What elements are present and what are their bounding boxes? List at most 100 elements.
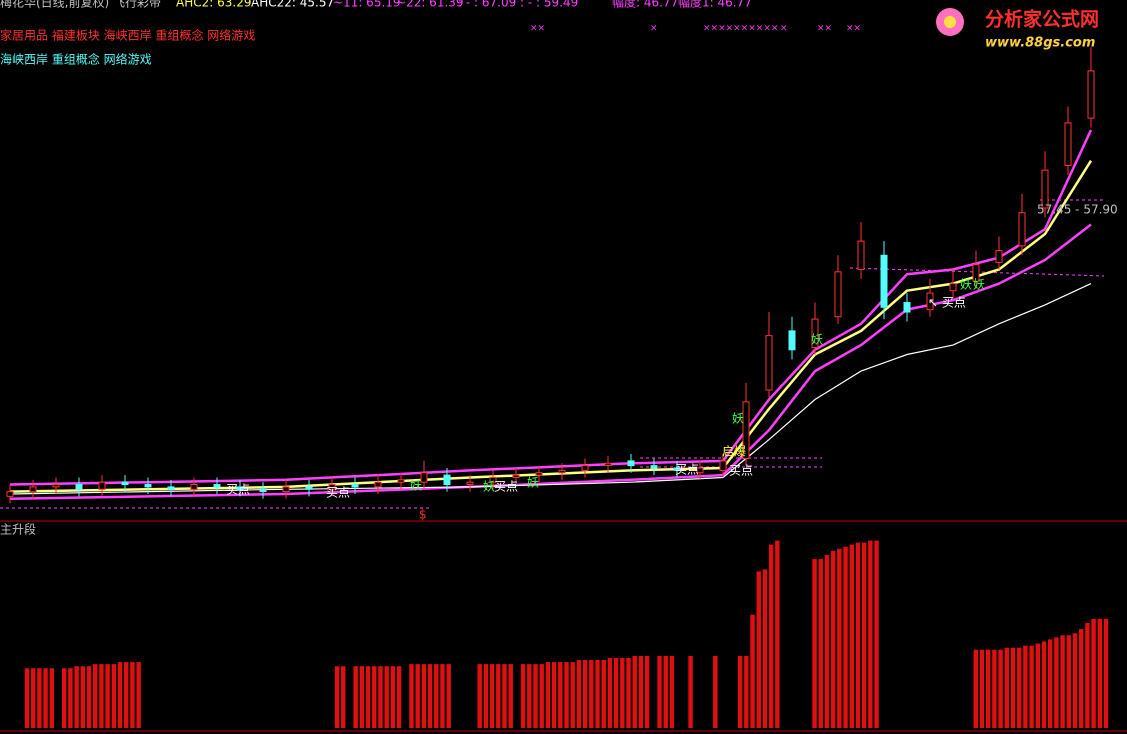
bar	[824, 554, 830, 728]
bar	[111, 664, 117, 728]
bar	[421, 664, 427, 728]
bar	[626, 657, 631, 728]
bar	[979, 649, 985, 728]
candle-body	[742, 401, 750, 460]
bar	[24, 668, 30, 728]
indicator: : - : 67.09	[458, 0, 516, 10]
signal: ××	[817, 24, 832, 34]
bar	[136, 662, 141, 728]
bar	[576, 660, 582, 728]
bar	[874, 540, 879, 728]
bar	[570, 662, 575, 728]
range: 幅度: 46.77	[612, 0, 678, 10]
candle-body	[650, 465, 658, 469]
bar	[359, 666, 365, 728]
candle-body	[696, 467, 704, 474]
concept-list: 海峡西岸 重组概念 网络游戏	[0, 52, 152, 67]
indicator: ~11: 65.19	[333, 0, 401, 10]
candle-body	[1018, 212, 1026, 247]
bar	[62, 668, 67, 728]
bar	[775, 540, 780, 728]
candle-body	[29, 486, 37, 493]
candle-body	[673, 467, 681, 471]
candle-body	[6, 491, 14, 497]
bar	[589, 660, 594, 728]
bar	[1103, 618, 1109, 728]
bar	[130, 662, 135, 728]
bar	[502, 664, 507, 728]
candle-body	[995, 250, 1003, 263]
candle-body	[972, 264, 980, 282]
candle-body	[719, 460, 727, 471]
candle-body	[213, 484, 221, 488]
bar	[1047, 639, 1053, 728]
candle-body	[443, 474, 451, 486]
bar	[527, 664, 532, 728]
signal: ××	[530, 24, 545, 34]
jump-label: 妖	[732, 412, 744, 426]
launch-label: 启爆	[722, 445, 746, 459]
bar	[613, 657, 619, 728]
bar	[564, 662, 569, 728]
candle-body	[52, 484, 60, 488]
candle-body	[121, 481, 129, 486]
bar-panel	[24, 540, 1109, 728]
bar	[768, 544, 774, 728]
bar	[409, 664, 414, 728]
candle-body	[282, 486, 290, 493]
price-panel	[6, 47, 1095, 504]
bar	[868, 540, 873, 728]
logo	[936, 8, 964, 36]
candle-body	[1087, 70, 1095, 119]
bar	[669, 655, 675, 728]
candle-body	[535, 472, 543, 476]
bar	[663, 655, 668, 728]
bar	[353, 666, 358, 728]
bar	[762, 569, 768, 728]
jump-label: 妖	[483, 480, 495, 494]
buy-label: ↖ 买点	[928, 296, 966, 310]
bar	[43, 668, 48, 728]
bar	[545, 662, 551, 728]
candle-body	[98, 481, 106, 490]
bar	[86, 666, 92, 728]
bar	[520, 664, 526, 728]
candle-body	[397, 479, 405, 483]
candle-body	[351, 484, 359, 488]
bar	[390, 666, 396, 728]
candle-body	[627, 460, 635, 467]
bar	[1029, 645, 1034, 728]
candle-body	[305, 486, 313, 490]
bar	[688, 655, 693, 728]
bar	[434, 664, 439, 728]
bar	[849, 544, 854, 728]
bar	[558, 662, 563, 728]
bar	[632, 655, 637, 728]
candle-body	[903, 302, 911, 313]
bar	[334, 666, 340, 728]
signal: ××	[846, 24, 861, 34]
buy-label: 买点	[226, 483, 250, 497]
bar	[1054, 637, 1059, 728]
bar	[440, 664, 445, 728]
bar	[477, 664, 482, 728]
candle-body	[420, 472, 428, 483]
bar	[1016, 647, 1022, 728]
logo-url: www.88gs.com	[985, 36, 1095, 51]
bar	[855, 542, 861, 728]
bar	[80, 666, 86, 728]
bar	[713, 655, 718, 728]
candle-body	[788, 330, 796, 351]
bar	[737, 655, 743, 728]
buy-label: 买点	[494, 480, 518, 494]
bar	[31, 668, 36, 728]
candle-body	[558, 469, 566, 474]
candle-body	[144, 484, 152, 488]
candle-body	[811, 318, 819, 348]
signal: ×	[780, 24, 788, 34]
bar	[595, 660, 600, 728]
bar	[1085, 622, 1090, 728]
bar	[1041, 641, 1047, 728]
candle-body	[466, 481, 474, 486]
